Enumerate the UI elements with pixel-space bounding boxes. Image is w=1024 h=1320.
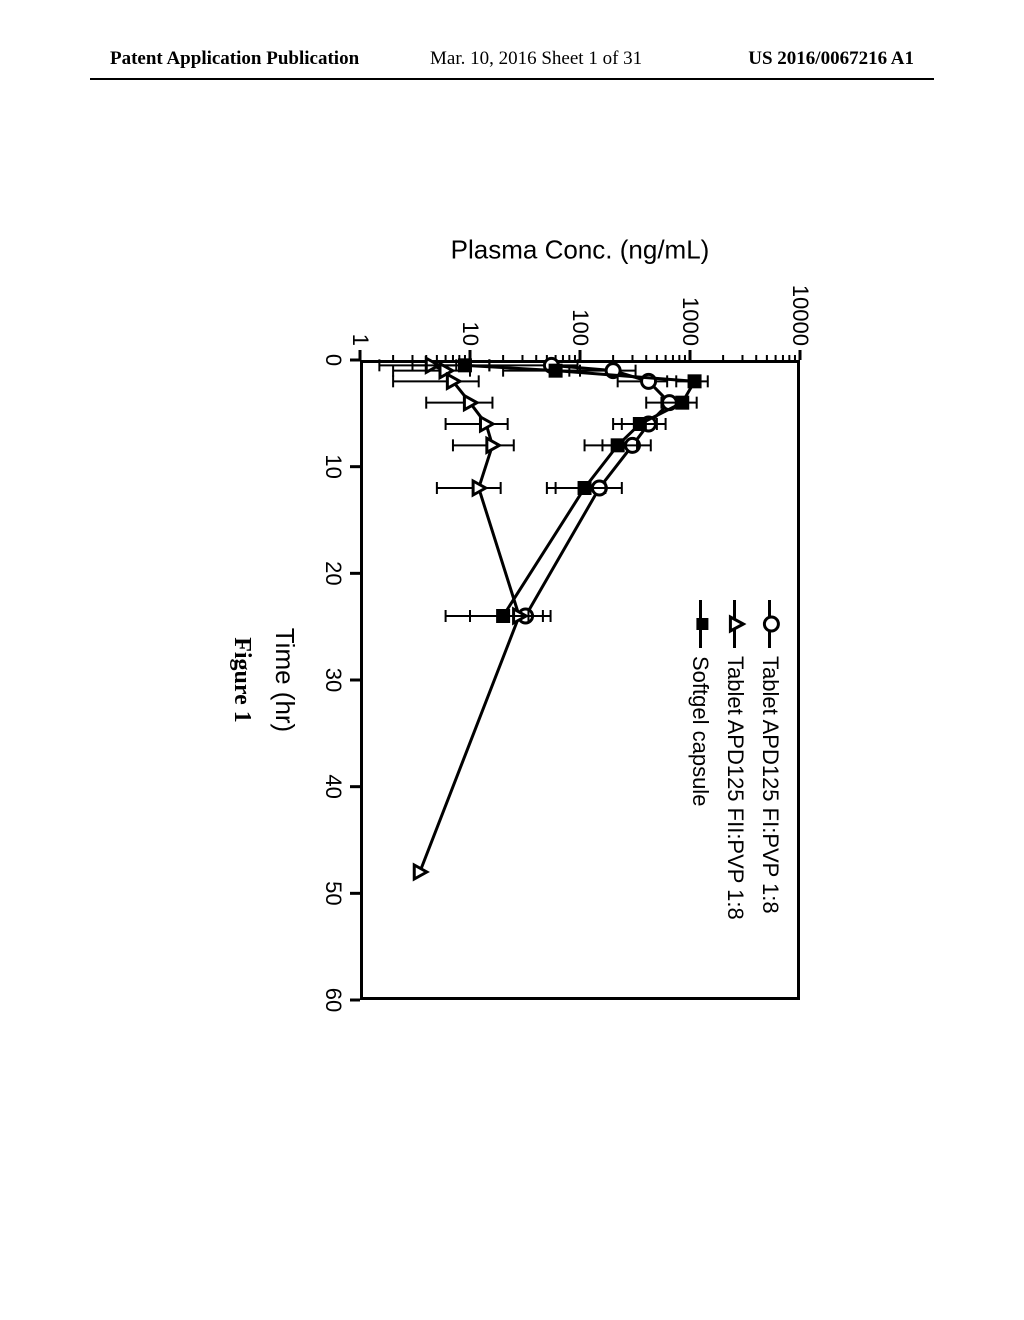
legend-item: Tablet APD125 FII:PVP 1:8 — [719, 600, 750, 920]
y-axis-title: Plasma Conc. (ng/mL) — [451, 235, 710, 266]
x-tick-label: 0 — [320, 354, 346, 366]
y-tick-label: 1 — [347, 334, 373, 346]
legend-label: Tablet APD125 FI:PVP 1:8 — [754, 656, 785, 914]
legend-marker-icon — [727, 614, 747, 634]
legend-item: Tablet APD125 FI:PVP 1:8 — [754, 600, 785, 920]
legend-line-sample — [699, 600, 702, 648]
y-tick-label: 10 — [457, 322, 483, 346]
legend-item: Softgel capsule — [685, 600, 716, 920]
header-left: Patent Application Publication — [110, 48, 359, 70]
legend-line-sample — [733, 600, 736, 648]
y-tick-label: 100 — [567, 309, 593, 346]
figure-container: Time (hr) Plasma Conc. (ng/mL) Figure 1 … — [200, 220, 840, 1100]
x-tick-label: 30 — [320, 668, 346, 692]
header-rule — [90, 78, 934, 80]
x-tick-label: 10 — [320, 454, 346, 478]
x-tick-label: 40 — [320, 774, 346, 798]
figure-rotated: Time (hr) Plasma Conc. (ng/mL) Figure 1 … — [200, 220, 840, 1100]
x-axis-title: Time (hr) — [269, 360, 300, 1000]
page-header: Patent Application Publication Mar. 10, … — [0, 48, 1024, 78]
legend-label: Tablet APD125 FII:PVP 1:8 — [719, 656, 750, 920]
header-right: US 2016/0067216 A1 — [748, 48, 914, 70]
header-mid: Mar. 10, 2016 Sheet 1 of 31 — [430, 48, 642, 70]
x-tick-label: 50 — [320, 881, 346, 905]
y-tick-label: 10000 — [787, 285, 813, 346]
x-tick-label: 60 — [320, 988, 346, 1012]
legend-label: Softgel capsule — [685, 656, 716, 806]
figure-caption: Figure 1 — [228, 360, 255, 1000]
legend-marker-icon — [762, 614, 782, 634]
legend-line-sample — [768, 600, 771, 648]
y-tick-label: 1000 — [677, 297, 703, 346]
legend-marker-icon — [692, 614, 712, 634]
x-tick-label: 20 — [320, 561, 346, 585]
chart-legend: Tablet APD125 FI:PVP 1:8Tablet APD125 FI… — [681, 600, 785, 920]
